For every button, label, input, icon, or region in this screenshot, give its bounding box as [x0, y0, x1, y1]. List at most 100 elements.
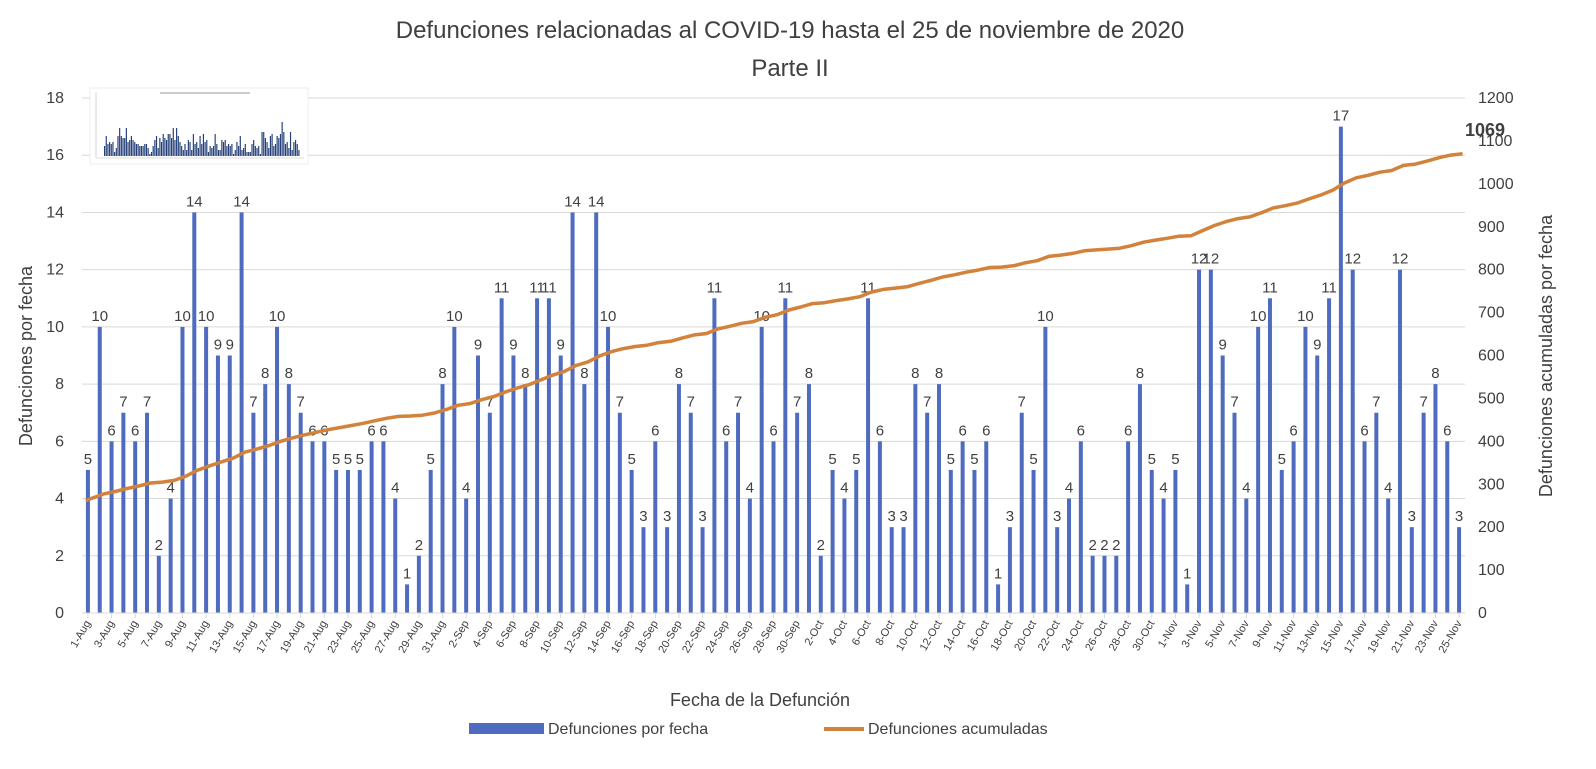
inset-bar: [266, 142, 268, 156]
inset-bar: [221, 140, 223, 156]
bar-data-label: 10: [269, 308, 286, 325]
inset-bar: [256, 148, 258, 156]
right-tick-label: 300: [1478, 476, 1505, 493]
bar-data-label: 6: [958, 422, 966, 439]
bar-data-label: 7: [687, 394, 695, 411]
inset-bar: [174, 140, 176, 156]
bar: [440, 384, 445, 613]
bar-data-label: 7: [297, 394, 305, 411]
x-tick-label: 9-Nov: [1250, 618, 1275, 650]
bar: [747, 498, 752, 613]
bar-data-label: 7: [1372, 394, 1380, 411]
bar: [1019, 412, 1024, 613]
bar-data-label: 10: [91, 308, 108, 325]
inset-bar: [120, 136, 122, 156]
bar: [1007, 527, 1012, 613]
inset-bar: [294, 140, 297, 156]
bar: [759, 326, 764, 613]
bar-data-label: 2: [1100, 537, 1108, 554]
bar-data-label: 3: [1408, 508, 1416, 525]
inset-bar: [259, 154, 261, 156]
bar: [239, 212, 244, 613]
bar: [1338, 126, 1343, 613]
inset-bar: [160, 142, 163, 156]
bar: [334, 469, 339, 613]
bar: [97, 326, 102, 613]
bar-data-label: 12: [1203, 251, 1220, 268]
inset-bar: [219, 150, 221, 156]
bar-data-label: 6: [367, 422, 375, 439]
legend: Defunciones por fecha Defunciones acumul…: [469, 721, 1048, 738]
cumulative-final-label: 1069: [1465, 120, 1505, 140]
inset-bar: [162, 134, 164, 156]
inset-bar: [144, 144, 146, 156]
bar-data-label: 3: [888, 508, 896, 525]
inset-bar: [192, 134, 194, 156]
bar-data-label: 6: [982, 422, 990, 439]
bar: [1327, 298, 1332, 613]
inset-bar: [254, 146, 256, 156]
bar-data-label: 7: [143, 394, 151, 411]
left-tick-label: 10: [46, 319, 64, 336]
inset-bar: [264, 138, 266, 156]
right-tick-label: 0: [1478, 605, 1487, 622]
bar-data-label: 5: [1171, 451, 1179, 468]
bar-data-label: 10: [198, 308, 215, 325]
inset-bar: [152, 146, 154, 156]
bar: [653, 441, 658, 613]
bar-data-label: 8: [911, 365, 919, 382]
bar: [215, 355, 220, 613]
inset-bar: [273, 146, 275, 156]
right-tick-label: 100: [1478, 562, 1505, 579]
bar: [393, 498, 398, 613]
bar-data-label: 2: [1112, 537, 1120, 554]
bar: [345, 469, 350, 613]
right-tick-label: 1200: [1478, 90, 1514, 107]
bar: [1457, 527, 1462, 613]
bar-data-label: 7: [119, 394, 127, 411]
inset-thumbnail: [89, 87, 309, 165]
inset-bar: [202, 134, 205, 156]
bar: [322, 441, 327, 613]
bar: [145, 412, 150, 613]
bar: [1315, 355, 1320, 613]
legend-bar-swatch: [469, 723, 544, 734]
bar-data-label: 7: [923, 394, 931, 411]
bar-data-label: 3: [698, 508, 706, 525]
bar: [1421, 412, 1426, 613]
bar-data-label: 4: [1159, 480, 1167, 497]
bar: [795, 412, 800, 613]
bar: [1397, 269, 1402, 613]
x-tick-label: 30-Sep: [775, 619, 803, 656]
bar: [1043, 326, 1048, 613]
bar-data-label: 11: [541, 279, 557, 296]
bar-data-label: 5: [852, 451, 860, 468]
inset-bar: [137, 144, 139, 156]
bar: [688, 412, 693, 613]
bar-data-label: 9: [474, 337, 482, 354]
bar: [996, 584, 1001, 613]
bar: [558, 355, 563, 613]
inset-bar: [276, 136, 278, 156]
x-tick-label: 2-Oct: [803, 619, 827, 648]
bar-data-label: 9: [557, 337, 565, 354]
inset-bar: [241, 150, 243, 156]
bar-data-label: 8: [675, 365, 683, 382]
bar: [464, 498, 469, 613]
inset-bar: [284, 144, 287, 156]
bar: [1220, 355, 1225, 613]
inset-bar: [289, 132, 292, 156]
bar: [133, 441, 138, 613]
inset-bar: [204, 142, 206, 156]
inset-bar: [288, 148, 290, 156]
bar: [665, 527, 670, 613]
bar-data-label: 10: [1297, 308, 1314, 325]
bar: [925, 412, 930, 613]
x-tick-label: 16-Oct: [965, 619, 992, 654]
bar-data-label: 2: [155, 537, 163, 554]
bar-data-label: 5: [332, 451, 340, 468]
inset-bar: [119, 128, 121, 156]
bar-data-label: 8: [261, 365, 269, 382]
inset-bar: [261, 132, 263, 156]
bar-data-label: 12: [1191, 251, 1208, 268]
